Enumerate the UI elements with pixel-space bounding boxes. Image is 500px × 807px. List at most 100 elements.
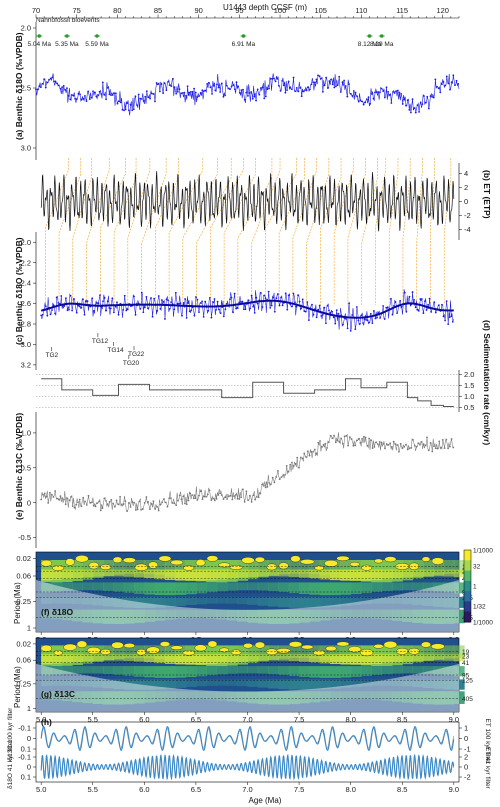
wavelet-cell <box>257 569 269 577</box>
c-data-point <box>92 310 95 312</box>
e-data-point <box>441 438 444 441</box>
c-data-point <box>400 305 403 308</box>
c-data-point <box>44 305 47 308</box>
a-data-point <box>238 91 241 94</box>
a-data-point <box>264 95 267 98</box>
wavelet-cell <box>51 609 63 620</box>
c-data-point <box>196 298 199 301</box>
c-data-point <box>272 296 275 299</box>
h-right-tick-label: 1 <box>464 724 468 733</box>
c-data-point <box>280 296 282 299</box>
period-label: 23 <box>462 653 470 660</box>
wavelet-cell <box>330 560 341 577</box>
wavelet-peak <box>395 563 410 570</box>
c-y-tick-label: 2.4 <box>21 279 31 288</box>
wavelet-cell <box>123 560 135 574</box>
wavelet-cell <box>309 582 321 595</box>
c-data-point <box>348 302 351 305</box>
wavelet-peak <box>123 643 136 649</box>
wavelet-cell <box>123 679 135 690</box>
wavelet-cell <box>237 666 248 674</box>
wavelet-peak <box>207 640 218 648</box>
c-data-point <box>199 302 202 304</box>
c-data-point <box>374 317 377 320</box>
c-data-point <box>346 327 349 330</box>
a-data-point <box>429 95 432 98</box>
a-data-point <box>444 84 447 87</box>
wavelet-cell <box>278 569 290 577</box>
a-data-point <box>191 90 194 93</box>
e-data-point <box>156 505 158 508</box>
c-data-point <box>303 310 306 312</box>
e-data-point <box>366 444 369 447</box>
a-data-point <box>434 78 437 81</box>
c-data-point <box>77 304 80 307</box>
wavelet-cell <box>371 691 383 700</box>
wavelet-cell <box>391 679 403 686</box>
tie-line <box>86 158 110 305</box>
e-data-point <box>424 444 427 447</box>
e-data-point <box>394 443 397 445</box>
wavelet-cell <box>247 609 259 623</box>
d-y-tick-label: 2.0 <box>464 370 474 379</box>
wavelet-cell <box>41 654 52 665</box>
wavelet-peak <box>194 644 207 652</box>
c-data-point <box>424 300 426 303</box>
a-data-point <box>335 85 337 88</box>
e-data-point <box>89 501 92 504</box>
wavelet-peak <box>148 561 159 569</box>
a-data-point <box>142 100 145 102</box>
panel-d-label: (d) Sedimentation rate (cm/kyr) <box>482 320 492 445</box>
e-data-point <box>341 442 344 445</box>
e-data-point <box>385 443 388 445</box>
a-data-point <box>131 109 134 112</box>
a-data-point <box>207 81 210 84</box>
cone-of-influence <box>36 580 459 632</box>
c-data-point <box>193 314 196 317</box>
e-data-point <box>248 494 251 497</box>
e-data-point <box>436 447 439 450</box>
wavelet-cell <box>237 609 248 622</box>
a-data-point <box>136 104 138 107</box>
wavelet-cell <box>92 596 104 606</box>
wavelet-peak <box>182 650 195 656</box>
c-data-point <box>277 293 279 295</box>
c-data-point <box>434 311 437 314</box>
e-data-point <box>50 493 53 496</box>
tie-line <box>127 158 151 305</box>
x-tick-label: 7.5 <box>294 785 304 794</box>
e-y-tick-label: -0.5 <box>18 533 31 542</box>
period-label: 125 <box>462 678 473 685</box>
a-data-point <box>114 92 117 95</box>
wavelet-cell <box>257 691 269 705</box>
wavelet-cell <box>299 569 310 578</box>
e-data-point <box>266 485 269 488</box>
c-data-point <box>57 302 60 304</box>
a-data-point <box>84 95 86 97</box>
wavelet-cell <box>175 569 187 581</box>
wavelet-cell <box>412 654 424 662</box>
a-data-point <box>110 94 112 96</box>
wavelet-y-tick-label: 0.25 <box>16 679 31 688</box>
e-data-point <box>357 438 360 440</box>
colorbar-cell <box>464 560 471 572</box>
wavelet-cell <box>412 609 424 623</box>
wavelet-peak <box>170 645 183 650</box>
a-y-tick-label: 2.0 <box>21 24 31 33</box>
wavelet-cell <box>433 609 445 624</box>
c-data-point <box>307 319 310 321</box>
c-data-point <box>430 311 433 313</box>
e-data-point <box>350 438 353 440</box>
e-data-point <box>154 508 157 510</box>
wavelet-cell <box>113 582 125 592</box>
c-data-point <box>65 297 67 300</box>
e-data-point <box>334 441 337 444</box>
a-series-line <box>35 73 460 116</box>
e-data-point <box>254 498 257 501</box>
e-data-point <box>380 441 383 444</box>
h-upper-isotope-filter <box>40 725 455 752</box>
e-data-point <box>398 450 400 453</box>
a-data-point <box>295 86 298 89</box>
a-data-point <box>56 82 59 85</box>
